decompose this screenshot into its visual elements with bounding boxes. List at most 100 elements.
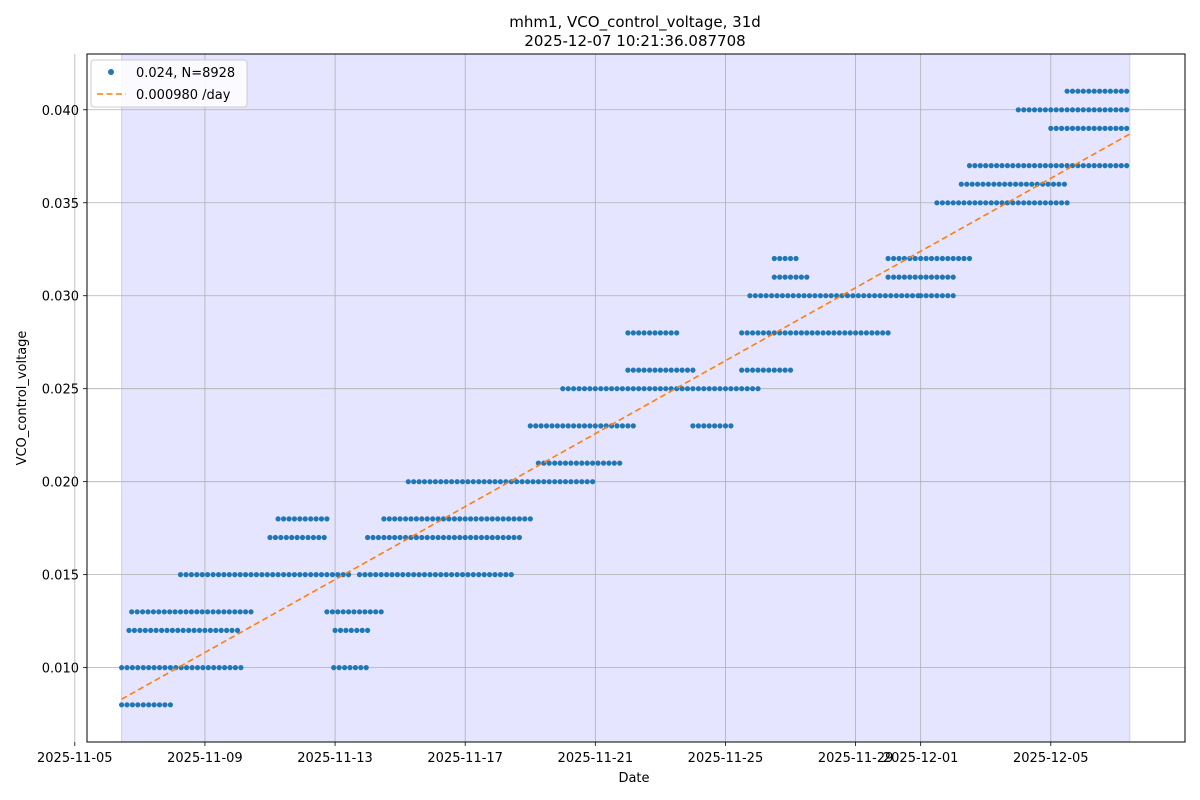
shaded-span [121,53,1131,743]
scatter-point [1102,107,1108,113]
scatter-point [625,386,631,392]
scatter-point [584,460,590,466]
scatter-point [885,255,891,262]
scatter-point [787,274,794,280]
scatter-point [1118,107,1124,113]
scatter-point [611,460,617,466]
scatter-point [126,627,132,634]
scatter-point [1042,200,1048,206]
scatter-point [167,702,173,708]
scatter-point [462,516,468,522]
scatter-point [286,572,292,578]
scatter-point [289,534,295,541]
scatter-point [552,460,558,466]
x-tick-label: 2025-11-09 [167,751,243,766]
scatter-point [527,423,533,429]
scatter-point [630,367,636,373]
scatter-point [598,423,604,429]
scatter-point [858,330,864,336]
scatter-point [205,609,211,615]
scatter-point [1053,107,1059,113]
plot-area [87,54,1185,742]
scatter-point [1069,125,1076,131]
scatter-point [950,255,956,262]
scatter-point [690,386,696,392]
scatter-point [140,702,146,708]
scatter-point [1050,181,1057,187]
scatter-point [758,293,764,299]
scatter-point [969,181,975,187]
scatter-point [392,516,398,522]
scatter-point [313,572,319,578]
scatter-point [1013,181,1019,187]
scatter-point [342,665,348,671]
scatter-point [511,534,517,541]
scatter-point [668,330,674,336]
scatter-point [232,572,238,578]
scatter-point [446,516,452,522]
scatter-point [804,330,810,336]
scatter-point [476,479,482,485]
scatter-point [1059,163,1065,169]
scatter-point [145,609,151,615]
scatter-point [430,534,436,541]
scatter-point [381,534,387,541]
scatter-point [872,293,878,299]
scatter-point [224,627,230,634]
scatter-point [928,293,935,299]
scatter-point [996,181,1002,187]
scatter-point [877,293,883,299]
scatter-point [1053,163,1059,169]
scatter-point [891,255,897,262]
scatter-point [747,293,753,299]
scatter-point [413,516,419,522]
scatter-point [619,386,626,392]
scatter-point [983,200,989,206]
scatter-point [966,200,973,206]
scatter-point [416,479,422,485]
scatter-point [1023,181,1029,187]
scatter-point [481,479,487,485]
scatter-point [352,665,358,671]
scatter-point [934,293,940,299]
scatter-point [367,572,373,578]
scatter-point [771,255,777,262]
scatter-point [853,330,859,336]
scatter-point [1029,181,1035,187]
scatter-point [842,330,848,336]
scatter-point [427,572,433,578]
scatter-point [291,572,297,578]
scatter-point [457,516,463,522]
scatter-point [739,386,745,392]
x-tick-label: 2025-11-21 [558,751,634,766]
scatter-point [1059,125,1065,131]
scatter-point [1080,88,1086,94]
x-tick-label: 2025-11-13 [297,751,373,766]
scatter-point [248,609,254,615]
scatter-point [988,163,994,169]
scatter-point [264,572,270,578]
scatter-point [793,330,799,336]
scatter-point [405,479,411,485]
scatter-point [365,534,371,541]
scatter-point [863,330,870,336]
scatter-point [636,330,642,336]
scatter-point [525,479,531,485]
scatter-point [885,330,891,336]
scatter-point [432,479,438,485]
scatter-point [565,423,571,429]
scatter-point [449,572,455,578]
scatter-point [885,274,891,280]
scatter-point [1042,107,1048,113]
scatter-point [782,367,788,373]
scatter-point [907,274,913,280]
scatter-point [1007,181,1013,187]
y-tick-label: 0.035 [42,197,79,212]
scatter-point [657,330,664,336]
scatter-point [928,255,935,262]
scatter-point [882,293,889,299]
scatter-point [408,516,414,522]
scatter-point [1091,107,1097,113]
scatter-point [389,572,395,578]
scatter-point [1113,163,1119,169]
